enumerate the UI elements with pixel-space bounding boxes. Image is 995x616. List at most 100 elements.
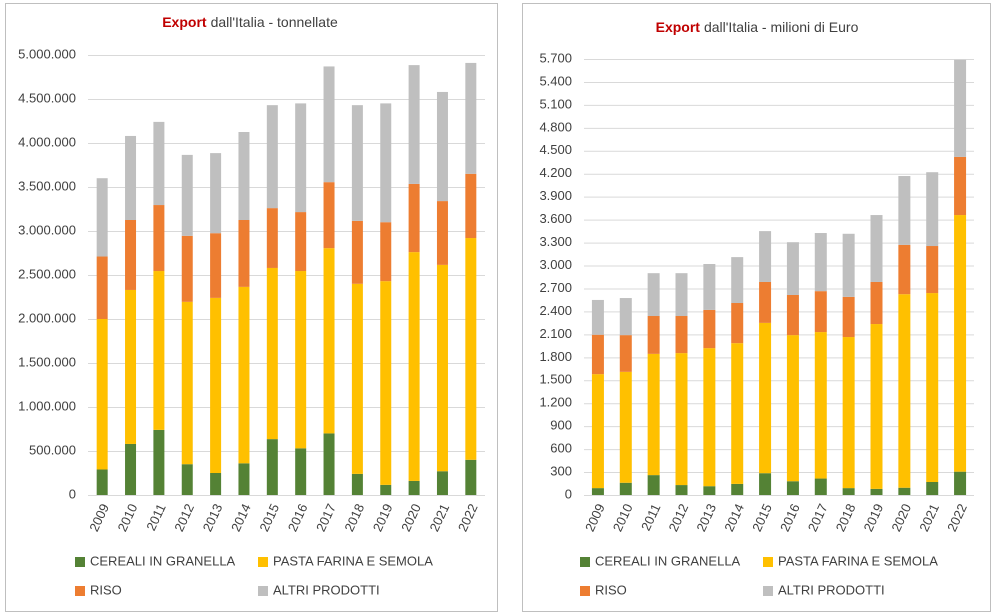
bar-segment <box>266 267 278 440</box>
bar-segment <box>954 156 967 216</box>
bar-segment <box>619 482 632 495</box>
y-tick-label: 0 <box>69 486 76 501</box>
y-tick-label: 2.100 <box>539 326 572 341</box>
bar-segment <box>295 448 307 495</box>
bar-segment <box>96 469 108 495</box>
legend-swatch <box>75 557 85 567</box>
bar-segment <box>842 233 855 297</box>
title-text: dall'Italia - milioni di Euro <box>704 19 859 35</box>
title-emphasis: Export <box>656 19 701 35</box>
bar-segment <box>926 246 939 294</box>
bar-segment <box>380 222 392 282</box>
legend-swatch <box>763 586 773 596</box>
bar-segment <box>926 293 939 482</box>
legend-swatch <box>763 557 773 567</box>
bar-segment <box>786 335 799 482</box>
bar-segment <box>408 183 420 253</box>
bar-segment <box>295 103 307 213</box>
bar-segment <box>465 173 477 239</box>
bar-segment <box>731 303 744 344</box>
bar-segment <box>814 291 827 333</box>
bar-segment <box>619 298 632 336</box>
legend-label: ALTRI PRODOTTI <box>778 582 885 597</box>
bar-segment <box>759 231 772 282</box>
title-emphasis: Export <box>162 14 207 30</box>
bar-segment <box>814 478 827 495</box>
chart-title: Export dall'Italia - tonnellate <box>162 14 338 30</box>
bar-segment <box>181 154 193 236</box>
bar-segment <box>898 176 911 245</box>
y-tick-label: 5.700 <box>539 50 572 65</box>
bar-segment <box>898 487 911 495</box>
bar-segment <box>647 273 660 317</box>
bar-segment <box>465 459 477 495</box>
bar-segment <box>703 263 716 310</box>
legend-swatch <box>580 586 590 596</box>
bar-segment <box>351 473 363 495</box>
y-tick-label: 1.500.000 <box>18 354 76 369</box>
bar-segment <box>323 66 335 183</box>
bar-segment <box>703 309 716 349</box>
bar-segment <box>351 283 363 474</box>
bar-segment <box>153 121 165 206</box>
bar-segment <box>591 488 604 495</box>
bar-segment <box>870 488 883 495</box>
bar-segment <box>295 271 307 449</box>
legend-label: CEREALI IN GRANELLA <box>595 553 741 568</box>
y-tick-label: 3.900 <box>539 188 572 203</box>
bar-segment <box>926 481 939 495</box>
bar-segment <box>870 324 883 489</box>
legend-swatch <box>258 557 268 567</box>
title-text: dall'Italia - tonnellate <box>211 14 338 30</box>
bar-segment <box>647 353 660 476</box>
bar-segment <box>125 135 137 220</box>
y-tick-label: 5.100 <box>539 96 572 111</box>
bar-segment <box>954 59 967 157</box>
y-tick-label: 4.200 <box>539 165 572 180</box>
legend-swatch <box>580 557 590 567</box>
bar-segment <box>210 473 222 495</box>
bar-segment <box>153 429 165 495</box>
bar-segment <box>125 220 137 290</box>
legend-label: CEREALI IN GRANELLA <box>90 553 236 568</box>
y-tick-label: 3.300 <box>539 234 572 249</box>
y-tick-label: 900 <box>550 418 572 433</box>
y-tick-label: 1.800 <box>539 349 572 364</box>
y-tick-label: 2.400 <box>539 303 572 318</box>
bar-segment <box>786 242 799 295</box>
bar-segment <box>210 153 222 234</box>
bar-segment <box>436 264 448 472</box>
bar-segment <box>591 374 604 489</box>
bar-segment <box>436 471 448 495</box>
bar-segment <box>96 178 108 257</box>
bar-segment <box>926 172 939 247</box>
y-tick-label: 4.500.000 <box>18 90 76 105</box>
y-tick-label: 1.500 <box>539 372 572 387</box>
bar-segment <box>786 294 799 336</box>
bar-segment <box>842 296 855 338</box>
legend-label: ALTRI PRODOTTI <box>273 582 380 597</box>
bar-segment <box>954 215 967 472</box>
y-tick-label: 4.500 <box>539 142 572 157</box>
bar-segment <box>153 271 165 430</box>
bar-segment <box>954 471 967 495</box>
bar-segment <box>898 294 911 488</box>
bar-segment <box>436 201 448 265</box>
bar-segment <box>210 233 222 298</box>
bar-segment <box>814 332 827 479</box>
bar-segment <box>675 353 688 486</box>
y-tick-label: 4.000.000 <box>18 134 76 149</box>
bar-segment <box>238 220 250 287</box>
y-tick-label: 300 <box>550 463 572 478</box>
bar-segment <box>408 252 420 481</box>
bar-segment <box>591 334 604 375</box>
chart-title: Export dall'Italia - milioni di Euro <box>656 19 859 35</box>
bar-segment <box>703 348 716 487</box>
bar-segment <box>351 105 363 221</box>
y-tick-label: 2.000.000 <box>18 310 76 325</box>
bar-segment <box>675 485 688 495</box>
left-panel <box>5 3 498 612</box>
bar-segment <box>619 335 632 372</box>
y-tick-label: 2.700 <box>539 280 572 295</box>
bar-segment <box>96 256 108 319</box>
